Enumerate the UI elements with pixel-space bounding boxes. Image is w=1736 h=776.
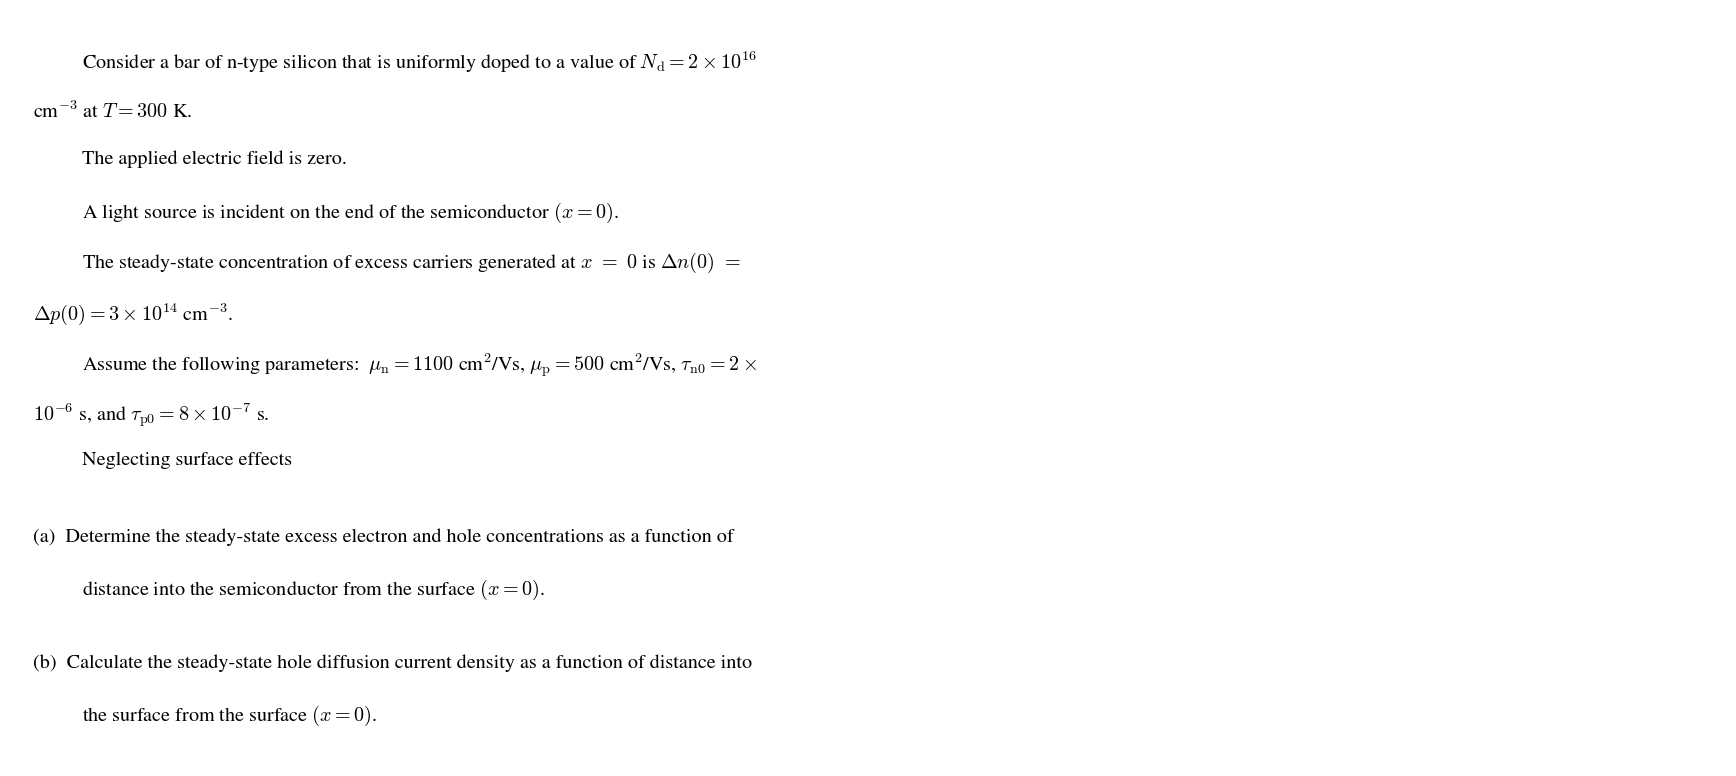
Text: (a)  Determine the steady-state excess electron and hole concentrations as a fun: (a) Determine the steady-state excess el… [33,528,733,546]
Text: Consider a bar of n-type silicon that is uniformly doped to a value of $N_{\math: Consider a bar of n-type silicon that is… [82,50,757,75]
Text: (b)  Calculate the steady-state hole diffusion current density as a function of : (b) Calculate the steady-state hole diff… [33,654,752,672]
Text: cm$^{-3}$ at $T = 300$ K.: cm$^{-3}$ at $T = 300$ K. [33,101,193,122]
Text: distance into the semiconductor from the surface $(x = 0)$.: distance into the semiconductor from the… [82,578,545,602]
Text: Neglecting surface effects: Neglecting surface effects [82,452,292,469]
Text: $10^{-6}$ s, and $\tau_{\mathrm{p0}} = 8 \times 10^{-7}$ s.: $10^{-6}$ s, and $\tau_{\mathrm{p0}} = 8… [33,402,269,430]
Text: A light source is incident on the end of the semiconductor $(x = 0)$.: A light source is incident on the end of… [82,201,618,225]
Text: Assume the following parameters:  $\mu_{\mathrm{n}} = 1100$ cm$^{2}$/Vs, $\mu_{\: Assume the following parameters: $\mu_{\… [82,352,757,379]
Text: The steady-state concentration of excess carriers generated at $x \ = \ 0$ is $\: The steady-state concentration of excess… [82,251,741,275]
Text: the surface from the surface $(x = 0)$.: the surface from the surface $(x = 0)$. [82,705,377,729]
Text: $\Delta p(0) = 3 \times 10^{14}$ cm$^{-3}$.: $\Delta p(0) = 3 \times 10^{14}$ cm$^{-3… [33,301,233,327]
Text: The applied electric field is zero.: The applied electric field is zero. [82,151,347,168]
